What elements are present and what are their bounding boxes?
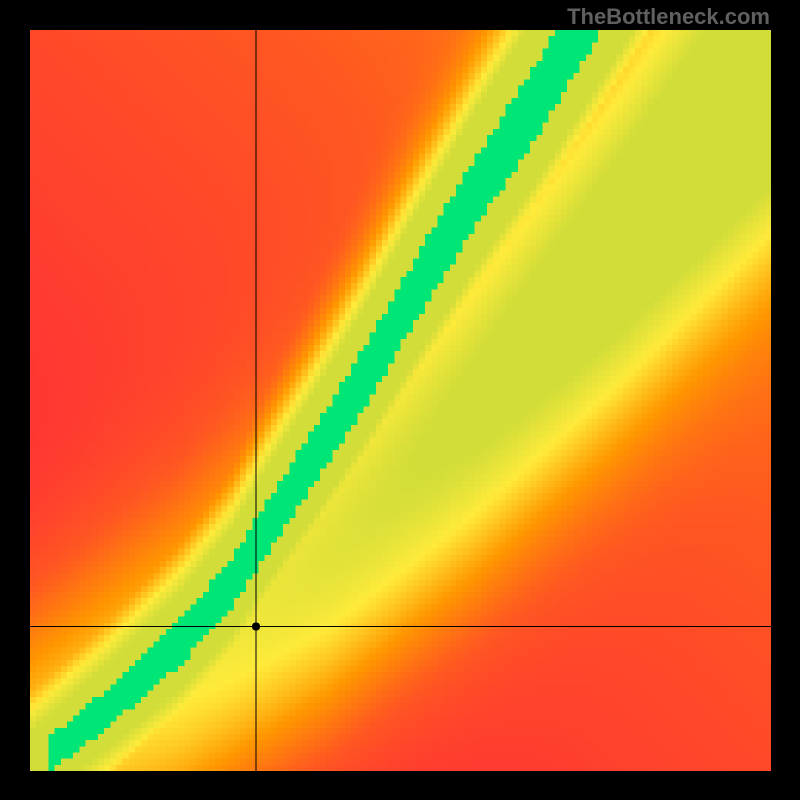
- watermark-text: TheBottleneck.com: [567, 4, 770, 30]
- heatmap-overlay: [30, 30, 771, 771]
